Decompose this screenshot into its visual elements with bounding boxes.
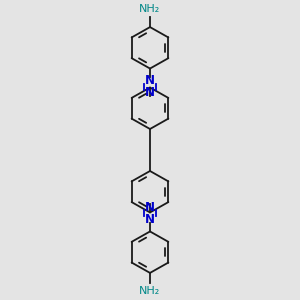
Text: N: N [145,201,155,214]
Text: N: N [145,86,155,99]
Text: N: N [145,74,155,87]
Text: N: N [145,213,155,226]
Text: NH₂: NH₂ [140,4,160,14]
Text: NH₂: NH₂ [140,286,160,296]
